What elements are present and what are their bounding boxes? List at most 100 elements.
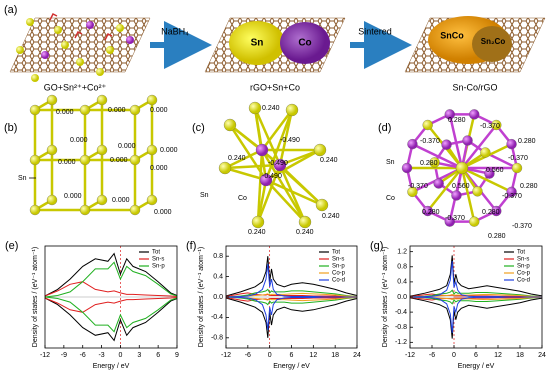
legend-label: Co-d <box>332 278 345 284</box>
sn-atom <box>129 204 141 216</box>
y-tick-label: 0.4 <box>397 279 407 286</box>
functional-group <box>104 32 113 41</box>
co-atom <box>506 186 517 198</box>
sn-atom <box>248 101 262 115</box>
dos-line <box>225 256 358 297</box>
charge-label: 0.000 <box>70 137 88 144</box>
y-axis-label: Density of states / (eV⁻¹ atom⁻¹) <box>198 247 205 347</box>
bond <box>224 148 263 170</box>
dos-line <box>225 296 357 331</box>
legend-label: Tot <box>152 250 160 256</box>
dos-line <box>225 296 358 306</box>
legend-label: Sn-s <box>152 257 164 263</box>
atom-label: Sn <box>200 192 209 199</box>
sn-atom <box>472 186 483 197</box>
co-atom <box>451 190 462 201</box>
sn-atom <box>285 103 299 117</box>
x-tick-label: -12 <box>221 352 231 359</box>
x-tick-label: 24 <box>353 352 361 359</box>
charge-label: 0.000 <box>160 147 178 154</box>
x-tick-label: -6 <box>80 352 86 359</box>
bond <box>224 166 267 182</box>
panel-label: (a) <box>4 4 17 16</box>
bond <box>426 167 463 212</box>
dos-line <box>44 297 178 342</box>
panel-label: (e) <box>5 240 18 252</box>
sn-atom <box>422 119 433 131</box>
bond <box>260 149 307 223</box>
co-ion <box>41 51 49 59</box>
sn-atom <box>129 154 141 166</box>
functional-group <box>74 30 83 39</box>
x-axis-label: Energy / eV <box>93 363 130 370</box>
sn-atom <box>46 144 58 156</box>
co-label: Co <box>298 38 311 49</box>
plot-frame <box>44 245 178 349</box>
charge-label: 0.000 <box>112 197 130 204</box>
legend-label: Sn-p <box>517 264 530 270</box>
x-tick-label: 0 <box>268 352 272 359</box>
charge-label: 0.240 <box>296 229 314 236</box>
x-tick-label: 6 <box>474 352 478 359</box>
sn2co-particle <box>472 26 512 62</box>
atom-label: Co <box>386 195 395 202</box>
charge-label: -0.370 <box>502 193 522 200</box>
charge-label: -0.490 <box>262 173 282 180</box>
sn-label: Sn <box>251 38 264 49</box>
charge-label: 0.240 <box>322 213 340 220</box>
co-atom <box>259 173 273 187</box>
bond <box>278 109 294 166</box>
bond <box>256 149 264 223</box>
charge-label: 0.280 <box>518 138 536 145</box>
bond <box>256 179 268 223</box>
atom-label: Sn <box>386 159 395 166</box>
x-tick-label: -12 <box>40 352 50 359</box>
dos-line <box>409 296 543 305</box>
sn-atom <box>407 186 418 198</box>
legend-label: Co-p <box>517 271 531 277</box>
legend-label: Tot <box>332 250 340 256</box>
bond <box>411 143 463 170</box>
charge-label: 0.240 <box>248 229 266 236</box>
y-tick-label: 1.2 <box>397 249 407 256</box>
sn-atom <box>218 161 232 175</box>
charge-label: 0.280 <box>520 183 538 190</box>
dos-line <box>409 296 542 333</box>
dos-line <box>409 289 543 298</box>
sn-atom <box>79 154 91 166</box>
co-atom <box>255 143 269 157</box>
charge-label: 0.000 <box>154 209 172 216</box>
dos-line <box>225 297 358 338</box>
co-atom <box>444 109 455 120</box>
charge-label: 0.000 <box>118 143 136 150</box>
charge-label: 0.280 <box>488 233 506 240</box>
y-tick-label: -1.2 <box>395 339 407 346</box>
panel-label: (d) <box>378 122 391 134</box>
x-tick-label: -9 <box>61 352 67 359</box>
sn-atom <box>96 144 108 156</box>
sn-atom <box>146 94 158 106</box>
sn-ion <box>61 41 69 49</box>
dos-line <box>409 296 543 301</box>
sn-atom <box>455 161 469 175</box>
sn-atom <box>29 154 41 166</box>
co-particle <box>280 22 330 64</box>
dos-line <box>44 252 178 297</box>
charge-label: 0.000 <box>150 165 168 172</box>
y-axis-label: Density of states / (eV⁻¹ atom⁻¹) <box>32 247 39 347</box>
panel-label: (b) <box>4 122 17 134</box>
sn-ion <box>76 58 84 66</box>
charge-label: 0.280 <box>420 160 438 167</box>
co-atom <box>484 168 495 179</box>
functional-group <box>49 12 58 21</box>
x-tick-label: 18 <box>516 352 524 359</box>
charge-label: 0.280 <box>448 117 466 124</box>
sn-ion <box>26 18 34 26</box>
sn-atom <box>313 143 327 157</box>
charge-label: -0.370 <box>408 183 428 190</box>
charge-label: -0.370 <box>480 123 500 130</box>
legend-label: Sn-s <box>332 257 344 263</box>
charge-label: -0.370 <box>508 155 528 162</box>
y-tick-label: 0.0 <box>397 294 407 301</box>
